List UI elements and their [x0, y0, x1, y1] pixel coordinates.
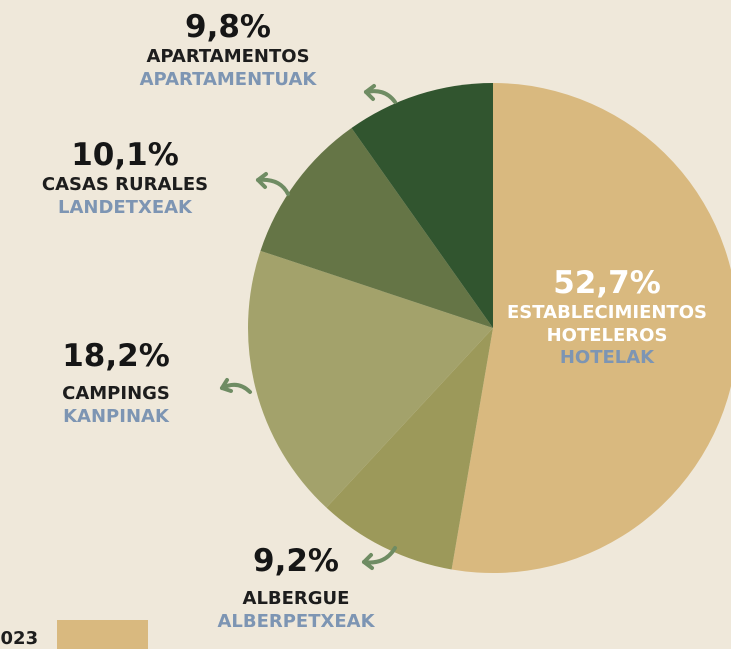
arrow-head	[256, 172, 268, 189]
legend-label: 2023	[0, 628, 39, 649]
slice-label: 18,2% CAMPINGS KANPINAK	[62, 338, 170, 428]
pie-slice	[247, 250, 493, 508]
value-label: 18,2%	[62, 338, 170, 374]
pie-slice	[451, 83, 731, 573]
category-label: CASAS RURALES	[41, 174, 209, 196]
category-label: CAMPINGS	[62, 383, 170, 405]
legend-swatch	[57, 620, 148, 649]
category-label-eu: ALBERPETXEAK	[217, 610, 375, 632]
category-label: ALBERGUE	[242, 588, 350, 610]
category-label-eu: HOTELAK	[559, 347, 655, 369]
category-label-eu: APARTAMENTUAK	[139, 68, 317, 90]
value-label: 10,1%	[71, 137, 179, 173]
arrow-head	[362, 553, 374, 570]
slice-label: 9,2% ALBERGUE ALBERPETXEAK	[217, 543, 374, 633]
category-label-eu: LANDETXEAK	[57, 196, 193, 218]
slice-label: 52,7% ESTABLECIMIENTOS HOTELEROS HOTELAK	[477, 265, 731, 370]
arrow	[256, 177, 290, 196]
category-label: ESTABLECIMIENTOS HOTELEROS	[507, 302, 707, 346]
slice-label: 10,1% CASAS RURALES LANDETXEAK	[42, 137, 208, 219]
pie-slice	[260, 127, 493, 328]
arrow-head	[364, 84, 376, 101]
category-label: APARTAMENTOS	[146, 46, 310, 68]
pie-slice	[326, 328, 493, 570]
arrows	[220, 84, 397, 570]
value-label: 52,7%	[553, 265, 661, 301]
slice-label: 9,8% APARTAMENTOS APARTAMENTUAK	[140, 9, 317, 91]
value-label: 9,8%	[185, 9, 271, 45]
arrow-head	[220, 378, 233, 393]
value-label: 9,2%	[253, 543, 339, 579]
pie-slice	[351, 83, 493, 328]
category-label-eu: KANPINAK	[63, 405, 169, 427]
